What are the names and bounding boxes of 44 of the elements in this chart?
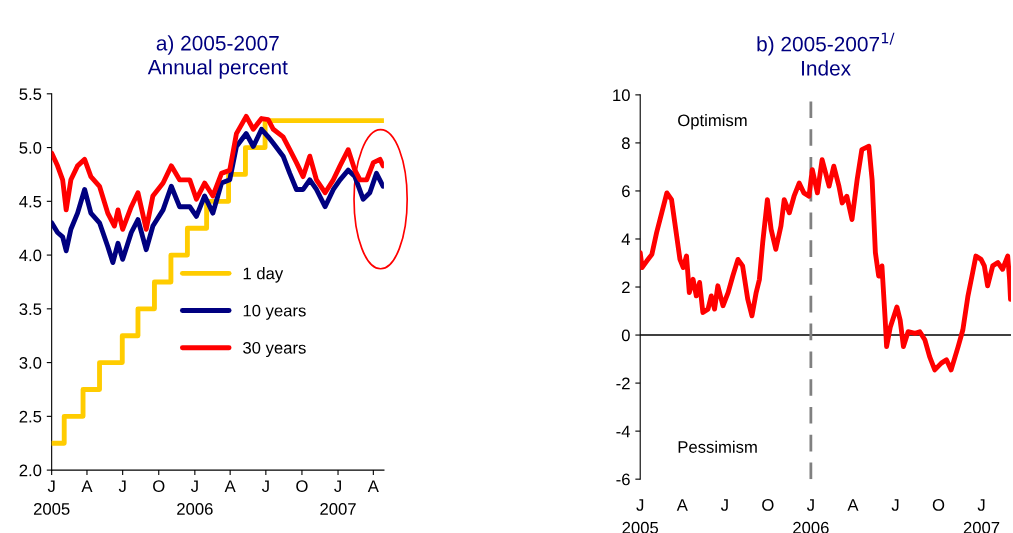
chart-title: a) 2005-2007 Annual percent [147, 35, 288, 79]
y-tick-label: 3.0 [19, 356, 42, 369]
y-tick-label: -2 [616, 377, 630, 390]
x-tick-label: J 2007 [963, 499, 1000, 533]
x-tick-label: J 2006 [177, 480, 213, 515]
x-tick-label: J 2005 [33, 480, 70, 515]
y-tick-label: 5.5 [19, 88, 42, 101]
y-tick-label: 4 [621, 233, 631, 246]
x-tick-label: J [118, 480, 126, 493]
y-tick-label: 2 [622, 281, 630, 294]
y-tick-label: 4.5 [19, 195, 42, 208]
y-tick-label: -6 [616, 473, 630, 486]
y-tick-label: 2.0 [19, 464, 42, 477]
x-tick-label: J [261, 480, 269, 493]
annotation: Optimism [678, 114, 747, 130]
y-tick-label: 0 [621, 329, 630, 342]
y-tick-label: 8 [621, 137, 630, 150]
y-tick-label: -4 [616, 425, 631, 438]
y-tick-label: 5.0 [19, 141, 42, 154]
x-tick-label: J 2007 [320, 480, 356, 515]
legend-label: 10 years [243, 304, 306, 320]
x-tick-label: O [762, 499, 774, 511]
x-tick-label: J 2006 [793, 499, 829, 533]
legend-label: 30 years [243, 341, 306, 358]
x-tick-label: J [891, 499, 899, 511]
y-tick-label: 6 [622, 185, 630, 198]
x-tick-label: O [932, 499, 945, 511]
y-tick-label: 4.0 [19, 249, 42, 262]
x-tick-label: A [676, 499, 688, 511]
y-tick-label: 10 [613, 89, 630, 102]
x-tick-label: J [720, 499, 728, 511]
y-tick-label: 2.5 [19, 410, 42, 423]
x-tick-label: A [367, 480, 379, 492]
x-tick-label: O [296, 480, 308, 493]
y-tick-label: 3.5 [19, 303, 42, 316]
legend-label: 1 day [243, 267, 284, 283]
x-tick-label: O [153, 480, 165, 493]
x-tick-label: A [224, 480, 236, 492]
x-tick-label: A [81, 480, 93, 492]
chart-title: b) 2005-2007$^{1/}$ Index [757, 32, 895, 76]
annotation: Pessimism [678, 440, 757, 453]
x-tick-label: A [847, 499, 859, 511]
line-series [51, 126, 384, 266]
x-tick-label: J 2005 [622, 499, 659, 533]
